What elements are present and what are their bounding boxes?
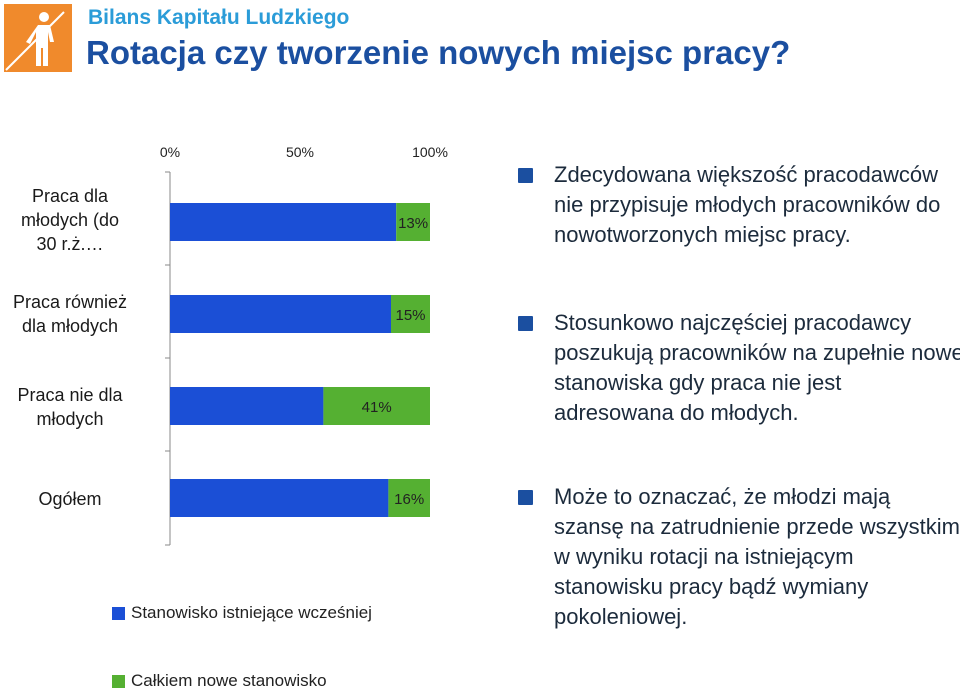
- bullet-square-icon: [518, 316, 533, 331]
- category-label: Praca również dla młodych: [12, 292, 128, 336]
- bullet-square-icon: [518, 490, 533, 505]
- data-label: 41%: [362, 399, 392, 416]
- page-title: Rotacja czy tworzenie nowych miejsc prac…: [86, 34, 791, 71]
- x-tick-label: 100%: [412, 144, 448, 160]
- legend-item-existing: Stanowisko istniejące wcześniej: [112, 603, 372, 623]
- bullet-text: Może to oznaczać, że młodzi mają szansę …: [554, 484, 960, 629]
- bar-new: [396, 203, 430, 241]
- bar-existing: [170, 387, 324, 425]
- bar-new: [323, 387, 430, 425]
- bullet-text: Stosunkowo najczęściej pracodawcy poszuk…: [554, 310, 960, 425]
- category-label: Ogółem: [38, 489, 102, 509]
- legend-swatch-new: [112, 674, 125, 688]
- data-label: 16%: [394, 491, 424, 508]
- bar-existing: [170, 479, 389, 517]
- category-label: Praca nie dla młodych: [17, 385, 123, 429]
- data-label: 15%: [395, 307, 425, 324]
- legend-swatch-existing: [112, 606, 125, 620]
- bar-existing: [170, 295, 391, 333]
- legend-label: Stanowisko istniejące wcześniej: [131, 603, 372, 622]
- bar-existing: [170, 203, 397, 241]
- data-label: 13%: [398, 215, 428, 232]
- legend-item-new: Całkiem nowe stanowisko: [112, 671, 327, 691]
- bullet-text: Zdecydowana większość pracodawców nie pr…: [554, 162, 941, 247]
- logo-icon: [4, 4, 72, 72]
- brand-name: Bilans Kapitału Ludzkiego: [88, 6, 350, 29]
- category-label: Praca dla młodych (do 30 r.ż.…: [20, 186, 120, 254]
- legend-label: Całkiem nowe stanowisko: [131, 671, 327, 690]
- x-tick-label: 50%: [285, 144, 315, 160]
- bullet-square-icon: [518, 168, 533, 183]
- x-tick-label: 0%: [159, 144, 181, 160]
- bar-new: [391, 295, 430, 333]
- bar-new: [388, 479, 430, 517]
